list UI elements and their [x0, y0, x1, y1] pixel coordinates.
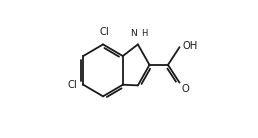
Text: H: H [141, 29, 147, 38]
Text: Cl: Cl [67, 80, 77, 90]
Text: Cl: Cl [99, 27, 109, 37]
Text: OH: OH [182, 41, 197, 51]
Text: N: N [131, 29, 137, 38]
Text: O: O [181, 84, 189, 94]
